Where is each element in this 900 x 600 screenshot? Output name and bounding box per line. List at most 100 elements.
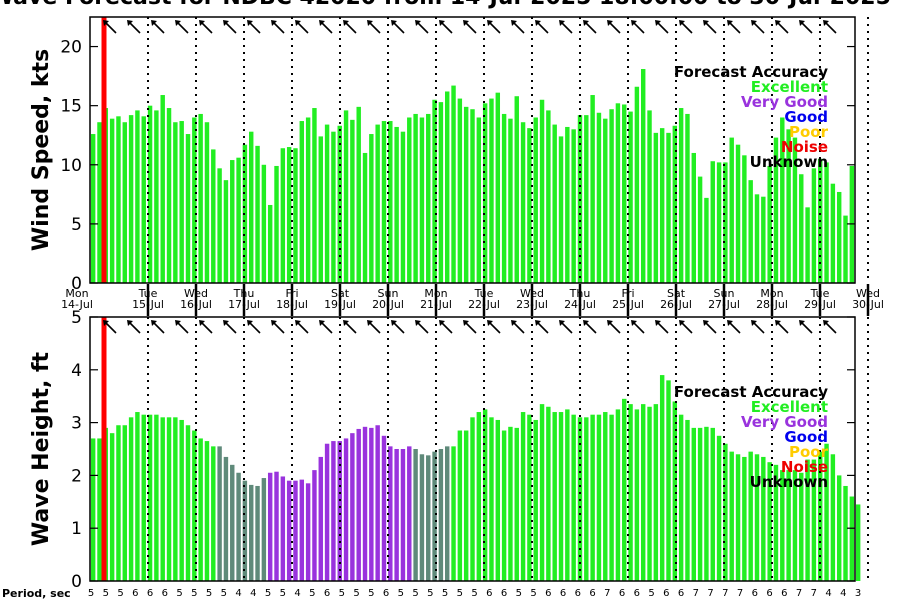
bar	[596, 414, 602, 581]
bar	[659, 375, 665, 581]
direction-arrow	[463, 20, 477, 34]
bar	[761, 196, 766, 283]
bar	[501, 430, 507, 581]
period-value: 6	[575, 588, 581, 599]
bar	[267, 204, 273, 283]
day-of-week: Tue	[474, 287, 494, 300]
bar	[723, 162, 728, 283]
bar	[255, 145, 260, 283]
bar	[628, 111, 633, 283]
period-value: 3	[855, 588, 861, 599]
bar	[799, 174, 804, 283]
direction-arrow	[343, 320, 357, 334]
bar	[697, 427, 703, 581]
period-value: 7	[693, 588, 699, 599]
bar	[476, 117, 482, 284]
bar	[836, 191, 842, 283]
day-of-week: Fri	[621, 287, 634, 300]
direction-arrow	[583, 20, 597, 34]
bar	[426, 455, 431, 581]
direction-arrow	[655, 20, 669, 34]
bar	[413, 113, 418, 283]
bar	[432, 451, 437, 581]
bar	[204, 122, 210, 283]
legend-title: Forecast Accuracy	[674, 63, 828, 81]
bar	[843, 485, 848, 581]
direction-arrow	[439, 20, 453, 34]
bar	[666, 132, 671, 283]
bar	[716, 162, 722, 283]
day-date: 30-Jul	[852, 298, 884, 311]
bar	[230, 464, 235, 581]
period-value: 6	[501, 588, 507, 599]
direction-arrow	[391, 20, 405, 34]
direction-arrow	[127, 320, 141, 334]
bar	[116, 425, 121, 581]
bar	[539, 99, 545, 283]
legend-item: Noise	[781, 458, 828, 476]
bar	[274, 471, 279, 581]
direction-arrow	[751, 320, 765, 334]
bar	[748, 451, 753, 581]
day-of-week: Wed	[856, 287, 880, 300]
bar	[767, 165, 772, 283]
bar	[489, 98, 494, 283]
day-date: 24-Jul	[564, 298, 596, 311]
bar	[672, 401, 678, 581]
bar	[678, 108, 684, 283]
bar	[337, 125, 342, 283]
legend-item: Very Good	[741, 413, 828, 431]
bar	[527, 128, 532, 283]
direction-arrow	[679, 320, 693, 334]
bar	[508, 118, 513, 283]
bar	[413, 449, 418, 581]
bar	[375, 425, 380, 581]
bar	[185, 425, 191, 581]
day-date: 21-Jul	[420, 298, 452, 311]
bar	[312, 108, 317, 283]
y-tick-label: 15	[60, 97, 82, 117]
day-of-week: Sun	[378, 287, 399, 300]
legend-item: Very Good	[741, 93, 828, 111]
bar	[394, 126, 399, 283]
bar	[546, 406, 551, 581]
bar	[849, 496, 855, 581]
bar	[312, 470, 317, 581]
period-value: 5	[398, 588, 404, 599]
day-of-week: Fri	[285, 287, 298, 300]
bar	[805, 459, 810, 581]
day-date: 15-Jul	[132, 298, 164, 311]
bar	[780, 117, 785, 284]
direction-arrow	[247, 20, 261, 34]
bar	[685, 419, 690, 581]
period-value: 5	[442, 588, 448, 599]
period-value: 6	[589, 588, 595, 599]
period-value: 5	[206, 588, 212, 599]
y-tick-label: 10	[60, 156, 82, 176]
bar	[223, 180, 229, 283]
period-row: Period, sec 5 5 5 6 6 6 5 5 5 5 4 4 5 5 4 5 6 5 5 5 6 5 5 5 5 5 5 6 6…	[2, 587, 861, 600]
bar	[242, 480, 248, 581]
bar	[653, 404, 659, 581]
day-date: 18-Jul	[276, 298, 308, 311]
bar	[584, 115, 589, 284]
direction-arrow	[511, 20, 525, 34]
bar	[735, 454, 741, 581]
direction-arrow	[319, 320, 333, 334]
bar	[754, 194, 760, 283]
bar	[552, 412, 557, 581]
direction-arrow	[319, 20, 333, 34]
bar	[122, 122, 127, 283]
bar	[179, 121, 184, 283]
direction-arrow	[703, 20, 717, 34]
bar	[672, 125, 678, 283]
period-value: 4	[294, 588, 300, 599]
bar	[381, 121, 387, 283]
bar	[495, 419, 501, 581]
bar	[792, 137, 798, 283]
bar	[249, 484, 254, 581]
bar	[704, 426, 709, 581]
bar	[697, 176, 703, 283]
bar	[647, 406, 652, 581]
